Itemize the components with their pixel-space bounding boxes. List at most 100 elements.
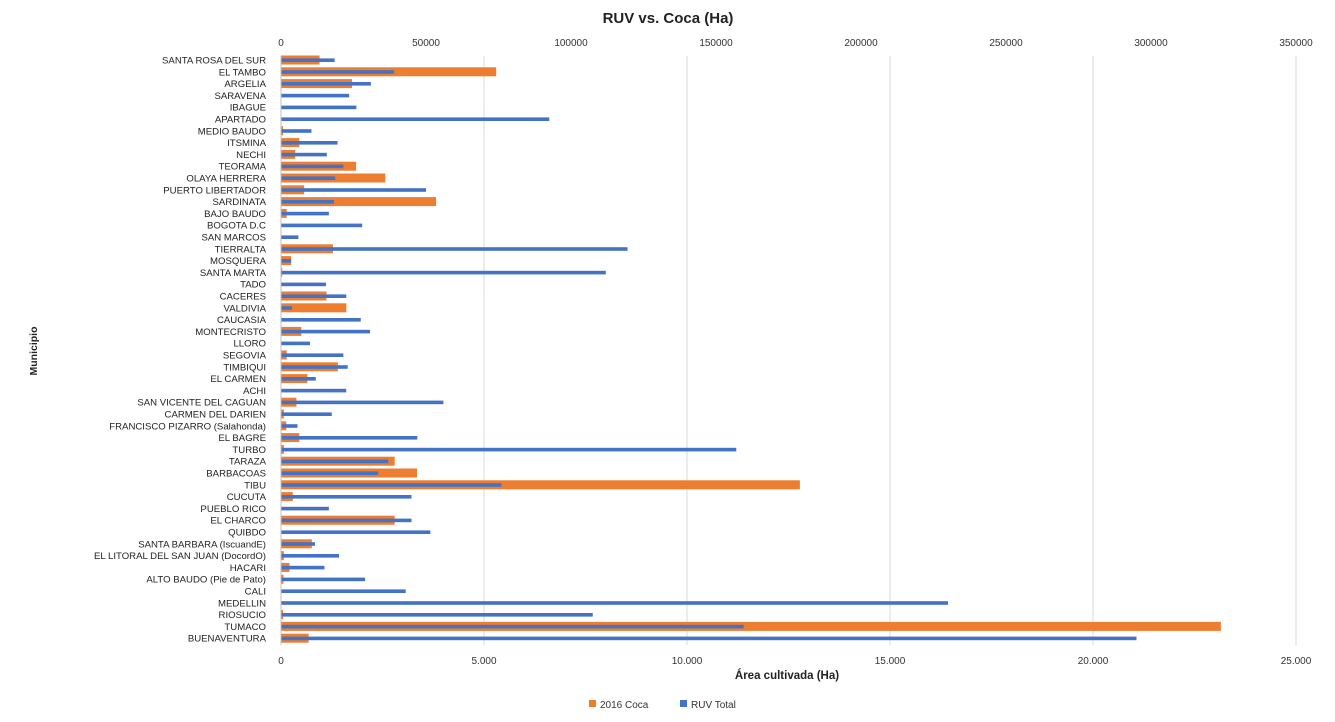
category-label: SARAVENA <box>214 91 266 102</box>
category-label: RIOSUCIO <box>219 610 266 621</box>
bar-ruv <box>281 141 338 145</box>
bar-ruv <box>281 259 292 263</box>
category-label: ITSMINA <box>227 138 267 149</box>
bar-ruv <box>281 624 744 629</box>
category-label: CARMEN DEL DARIEN <box>165 410 267 421</box>
bar-ruv <box>281 58 335 62</box>
category-label: ARGELIA <box>224 79 266 90</box>
category-label: ALTO BAUDO (Pie de Pato) <box>146 575 266 586</box>
category-label: TIBU <box>244 480 266 491</box>
bar-ruv <box>281 200 335 204</box>
bar-ruv <box>281 518 412 523</box>
x-tick-label-top: 350000 <box>1279 38 1313 49</box>
bar-ruv <box>281 447 737 452</box>
bar-ruv <box>281 636 1137 641</box>
bar-ruv <box>281 82 371 86</box>
category-label: EL CHARCO <box>210 516 266 527</box>
category-label: QUIBDO <box>228 528 266 539</box>
category-label: EL BAGRE <box>218 433 266 444</box>
x-tick-label-bottom: 5.000 <box>471 656 496 667</box>
bar-ruv <box>281 223 363 228</box>
category-label: TIERRALTA <box>215 244 267 255</box>
bar-ruv <box>281 506 329 511</box>
bar-ruv <box>281 105 357 110</box>
bar-ruv <box>281 270 606 275</box>
bar-ruv <box>281 377 316 381</box>
x-tick-label-top: 100000 <box>554 38 588 49</box>
bar-ruv <box>281 329 371 334</box>
bar-ruv <box>281 247 628 251</box>
category-label: FRANCISCO PIZARRO (Salahonda) <box>109 421 266 432</box>
category-label: HACARI <box>230 563 266 574</box>
x-tick-label-bottom: 15.000 <box>875 656 906 667</box>
top-axis-ticks: 0 50000 100000 150000 200000 250000 300000 3500… <box>278 38 1313 49</box>
bar-ruv <box>281 129 312 133</box>
legend-label-coca: 2016 Coca <box>600 700 649 711</box>
category-label: EL TAMBO <box>219 67 266 78</box>
x-axis-label: Área cultivada (Ha) <box>735 669 839 682</box>
category-label: VALDIVIA <box>224 303 267 314</box>
bottom-axis-ticks: 0 5.000 10.000 15.000 20.000 25.000 <box>278 656 1312 667</box>
x-tick-label-top: 300000 <box>1134 38 1168 49</box>
bar-ruv <box>281 211 329 216</box>
category-label: SANTA BARBARA (IscuandE) <box>138 539 266 550</box>
bar-ruv <box>281 530 431 534</box>
bar-ruv <box>281 483 502 487</box>
category-label: MEDIO BAUDO <box>198 126 266 137</box>
category-label: NECHI <box>236 150 266 161</box>
bar-ruv <box>281 577 366 582</box>
bar-ruv <box>281 601 948 605</box>
category-label: TEORAMA <box>219 162 267 173</box>
bar-ruv <box>281 282 326 287</box>
bar-ruv <box>281 589 406 593</box>
y-axis-label: Municipio <box>28 327 40 376</box>
category-label: CALI <box>245 587 266 598</box>
x-tick-label-bottom: 10.000 <box>672 656 703 667</box>
bar-ruv <box>281 188 426 192</box>
x-tick-label-bottom: 0 <box>278 656 284 667</box>
category-label: ACHI <box>243 386 266 397</box>
category-label: TADO <box>240 280 266 291</box>
category-label: PUEBLO RICO <box>200 504 266 515</box>
category-label: LLORO <box>233 339 266 350</box>
bar-ruv <box>281 306 293 310</box>
category-label: MOSQUERA <box>210 256 267 267</box>
bar-ruv <box>281 152 327 157</box>
bar-ruv <box>281 554 339 558</box>
category-label: SAN MARCOS <box>201 233 266 244</box>
gridlines <box>483 56 1297 645</box>
bar-ruv <box>281 388 347 393</box>
bar-ruv <box>281 542 315 546</box>
category-label: OLAYA HERRERA <box>186 174 266 185</box>
bar-ruv <box>281 341 310 346</box>
x-tick-label-top: 0 <box>278 38 284 49</box>
bar-ruv <box>281 613 593 617</box>
category-label: CUCUTA <box>227 492 267 503</box>
legend-swatch-ruv <box>680 700 687 707</box>
category-label: CACERES <box>220 292 266 303</box>
category-label: BUENAVENTURA <box>188 634 267 645</box>
category-label: SANTA MARTA <box>200 268 267 279</box>
category-label: IBAGUE <box>230 103 266 114</box>
bar-ruv <box>281 400 444 405</box>
category-label: SANTA ROSA DEL SUR <box>162 56 266 67</box>
bar-ruv <box>281 93 350 98</box>
category-label: APARTADO <box>215 115 266 126</box>
bar-coca <box>281 303 347 313</box>
category-label: BAJO BAUDO <box>204 209 266 220</box>
category-label: SEGOVIA <box>223 351 267 362</box>
bar-ruv <box>281 164 344 169</box>
bar-ruv <box>281 117 550 121</box>
legend: 2016 Coca RUV Total <box>589 700 736 711</box>
bar-ruv <box>281 495 412 499</box>
bars <box>281 55 1221 643</box>
chart-title: RUV vs. Coca (Ha) <box>603 10 734 27</box>
bar-coca <box>281 621 1221 631</box>
category-label: MONTECRISTO <box>195 327 266 338</box>
x-tick-label-top: 250000 <box>989 38 1023 49</box>
bar-ruv <box>281 365 348 369</box>
category-label: EL LITORAL DEL SAN JUAN (DocordO) <box>94 551 266 562</box>
bar-ruv <box>281 176 336 180</box>
bar-ruv <box>281 318 361 322</box>
category-label: TIMBIQUI <box>223 362 266 373</box>
